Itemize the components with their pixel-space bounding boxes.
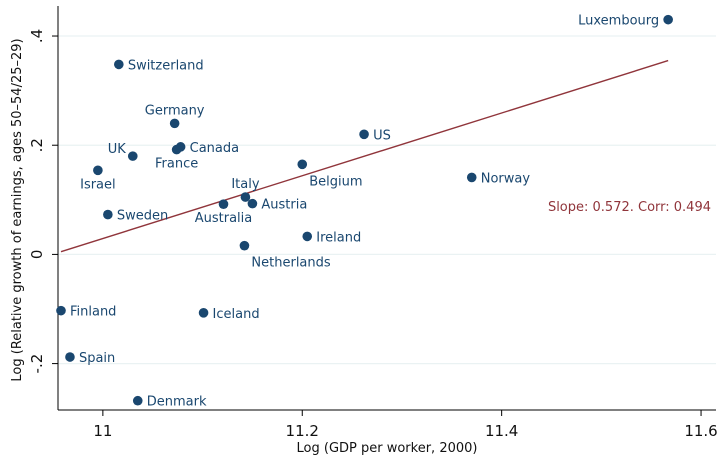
data-point [247, 198, 258, 209]
point-label: Italy [231, 177, 260, 192]
data-point [198, 308, 209, 318]
point-label: Canada [190, 141, 239, 156]
data-point [171, 144, 182, 155]
data-point [103, 209, 113, 220]
point-label: Norway [481, 171, 531, 186]
point-label: Germany [145, 103, 205, 118]
x-tick-label: 11 [93, 422, 112, 440]
point-label: Austria [261, 198, 307, 213]
grid-lines [58, 35, 716, 365]
x-tick-label: 11.4 [485, 422, 518, 440]
data-point [663, 14, 673, 25]
x-axis-title: Log (GDP per worker, 2000) [297, 441, 478, 456]
y-axis-title: Log (Relative growth of earnings, ages 5… [10, 38, 25, 381]
point-label: Belgium [309, 174, 362, 189]
point-label: Australia [195, 211, 253, 226]
data-point [359, 129, 369, 140]
data-point [56, 305, 66, 316]
data-point [240, 192, 251, 202]
fit-line [60, 59, 669, 253]
fit-line-group [60, 59, 669, 253]
point-label: Finland [70, 305, 116, 320]
point-label: Spain [79, 351, 115, 366]
data-point [239, 240, 250, 251]
data-point [169, 118, 180, 129]
slope-annotation: Slope: 0.572. Corr: 0.494 [548, 200, 711, 215]
point-label: Sweden [117, 209, 168, 224]
point-label: Switzerland [128, 58, 204, 73]
data-point [466, 172, 477, 183]
y-tick-label: 0 [28, 250, 46, 260]
y-tick-label: -.2 [28, 354, 46, 374]
point-label: Iceland [213, 307, 260, 322]
data-point [297, 159, 308, 170]
x-axis-ticks: 11 11.2 11.4 11.6 [93, 410, 718, 440]
point-label: Ireland [316, 230, 361, 245]
data-point [114, 59, 124, 70]
data-point [302, 231, 313, 242]
point-label: UK [108, 142, 127, 157]
point-label: Luxembourg [578, 14, 659, 29]
point-label: Denmark [147, 395, 207, 410]
data-point [132, 395, 143, 406]
data-point [218, 199, 229, 209]
data-point [93, 165, 103, 176]
point-label: France [155, 157, 198, 172]
y-tick-label: .4 [28, 29, 46, 43]
point-label: US [373, 128, 391, 143]
y-tick-label: .2 [28, 138, 46, 152]
data-point [65, 352, 75, 362]
x-tick-label: 11.2 [286, 422, 319, 440]
data-points: Luxembourg Switzerland Germany US CanadaFran… [56, 14, 673, 410]
point-label: Netherlands [251, 256, 330, 271]
y-axis-ticks: -.2 0 .2 .4 [28, 29, 58, 374]
point-label: Israel [80, 177, 116, 192]
data-point [127, 151, 138, 161]
x-tick-label: 11.6 [684, 422, 717, 440]
